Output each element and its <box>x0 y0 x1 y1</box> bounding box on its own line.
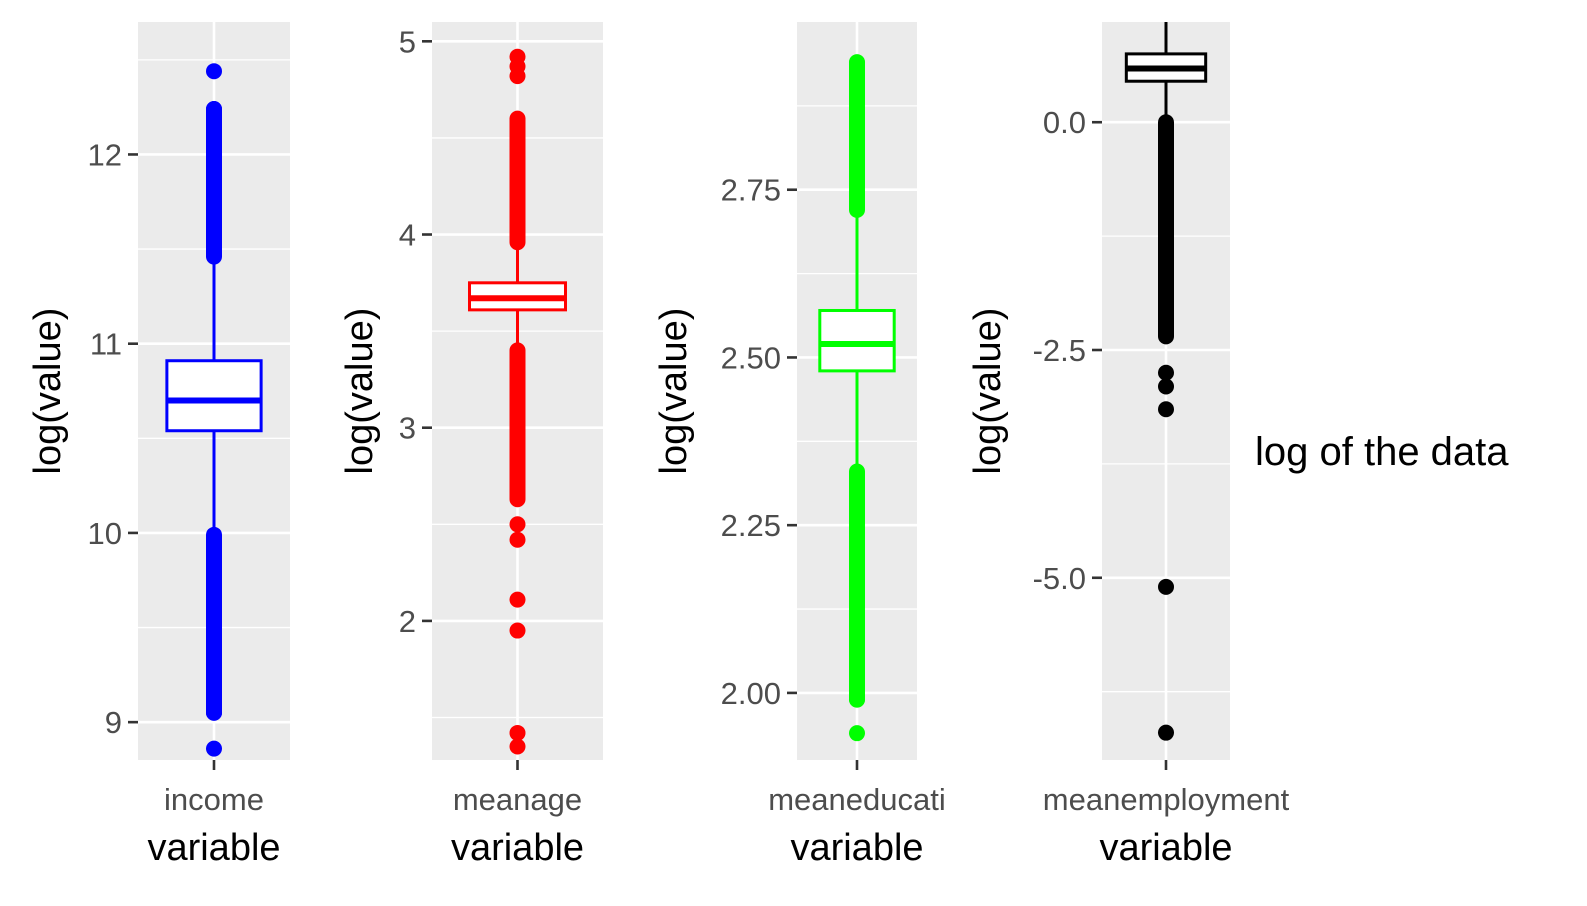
outlier-point <box>509 738 526 755</box>
panel-meaneducati: 2.00 2.25 2.50 2.75 meaneducati variable log(v… <box>653 22 946 869</box>
y-tick-label: 12 <box>88 137 122 172</box>
panel-meanemployment: -5.0 -2.5 0.0 meanemployment variable log(val… <box>967 22 1290 869</box>
x-tick-label-meanage: meanage <box>453 782 582 817</box>
outlier-point <box>509 591 526 608</box>
outlier-point <box>206 101 222 118</box>
outlier-point <box>206 740 222 757</box>
x-axis-title: variable <box>451 827 584 869</box>
y-axis-title: log(value) <box>339 308 381 475</box>
outlier-point <box>206 704 222 721</box>
y-tick-label: 2.25 <box>721 508 781 543</box>
outlier-point <box>509 724 526 741</box>
outlier-point <box>1158 401 1174 418</box>
y-axis-title: log(value) <box>27 308 69 475</box>
outlier-point <box>509 516 526 533</box>
x-tick-label-income: income <box>164 782 264 817</box>
y-tick-label: 2.75 <box>721 173 781 208</box>
iqr-box <box>165 359 263 433</box>
y-axis-title: log(value) <box>967 308 1009 475</box>
outlier-point <box>1158 364 1174 381</box>
y-tick-label: 0.0 <box>1043 105 1086 140</box>
outlier-point <box>1158 724 1174 741</box>
outlier-point <box>509 48 526 65</box>
iqr-box <box>818 308 896 373</box>
outlier-point <box>509 622 526 639</box>
x-tick-label-meanemployment: meanemployment <box>1043 782 1290 817</box>
outlier-point <box>206 63 222 80</box>
x-axis-title: variable <box>147 827 280 869</box>
x-axis-title: variable <box>1099 827 1232 869</box>
y-tick-label: 9 <box>105 705 122 740</box>
y-tick-label: 4 <box>399 218 416 253</box>
outlier-point <box>849 725 865 742</box>
panel-meanage: 2 3 4 5 meanage variable log(value) <box>339 22 603 869</box>
y-tick-label: 3 <box>399 411 416 446</box>
y-axis-title: log(value) <box>653 308 695 475</box>
outlier-point <box>509 531 526 548</box>
panel-income: 9 10 11 12 income variable log(value) <box>27 22 290 869</box>
outlier-point <box>849 54 865 71</box>
outlier-point <box>849 691 865 708</box>
x-axis-title: variable <box>790 827 923 869</box>
outlier-point <box>1158 578 1174 595</box>
y-tick-label: 2.50 <box>721 340 781 375</box>
x-tick-label-meaneducati: meaneducati <box>768 782 946 817</box>
outlier-point <box>1158 378 1174 395</box>
y-tick-label: 2 <box>399 604 416 639</box>
y-tick-label: 10 <box>88 516 122 551</box>
y-tick-label: 5 <box>399 24 416 59</box>
figure-caption: log of the data <box>1255 430 1509 474</box>
y-tick-label: -5.0 <box>1033 561 1086 596</box>
y-tick-label: 2.00 <box>721 676 781 711</box>
y-tick-label: 11 <box>90 327 122 362</box>
y-tick-label: -2.5 <box>1033 333 1086 368</box>
